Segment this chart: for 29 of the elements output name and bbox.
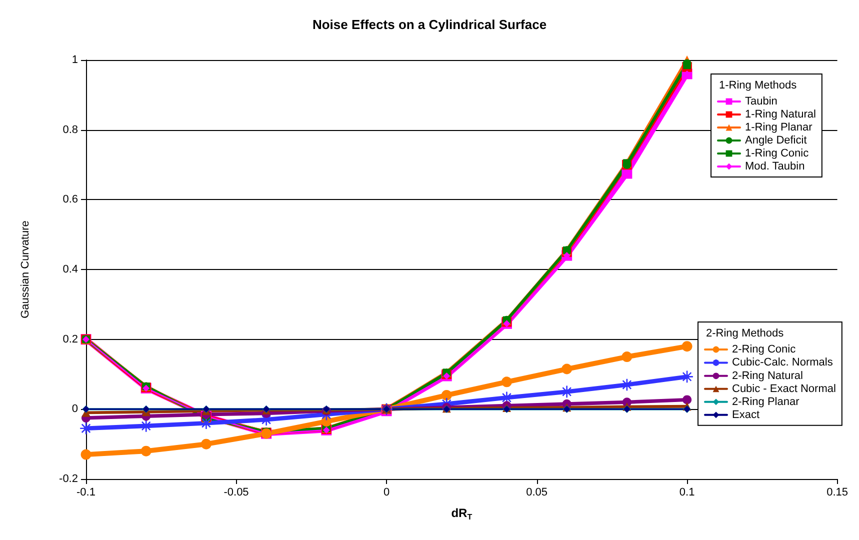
x-tick-label: -0.1	[76, 486, 96, 498]
y-tick-label: 0	[72, 403, 78, 416]
legend-label: 1-Ring Natural	[745, 108, 816, 120]
legend-label: 2-Ring Planar	[732, 396, 800, 408]
annotation: 1-Ring Methods	[719, 80, 798, 92]
legend-label: Taubin	[745, 96, 778, 108]
chart-title: Noise Effects on a Cylindrical Surface	[312, 17, 547, 32]
y-tick-label: 0.8	[62, 124, 78, 136]
y-axis-title: Gaussian Curvature	[20, 220, 32, 318]
y-tick-label: 0.2	[62, 333, 78, 346]
legend-label: Exact	[732, 408, 760, 421]
x-tick-label: 0.1	[679, 486, 695, 498]
annotation: 2-Ring Methods	[706, 328, 784, 340]
legend-label: 2-Ring Conic	[732, 344, 796, 356]
legend-label: Cubic-Calc. Normals	[732, 356, 834, 369]
y-tick-label: 0.6	[62, 194, 78, 206]
legend-label: Cubic - Exact Normal	[732, 382, 836, 395]
y-tick-label: 0.4	[62, 264, 78, 276]
legend-label: 2-Ring Natural	[732, 370, 803, 382]
legend-label: 1-Ring Planar	[745, 122, 813, 134]
x-tick-label: -0.05	[224, 486, 249, 498]
legend-label: 1-Ring Conic	[745, 148, 810, 160]
y-tick-label: 1	[72, 54, 78, 66]
x-tick-label: 0.05	[526, 486, 548, 498]
legend-label: Mod. Taubin	[745, 160, 805, 172]
y-tick-label: -0.2	[59, 473, 78, 485]
x-tick-label: 0.15	[826, 486, 848, 498]
legend-label: Angle Deficit	[745, 134, 807, 146]
x-tick-label: 0	[383, 486, 390, 498]
